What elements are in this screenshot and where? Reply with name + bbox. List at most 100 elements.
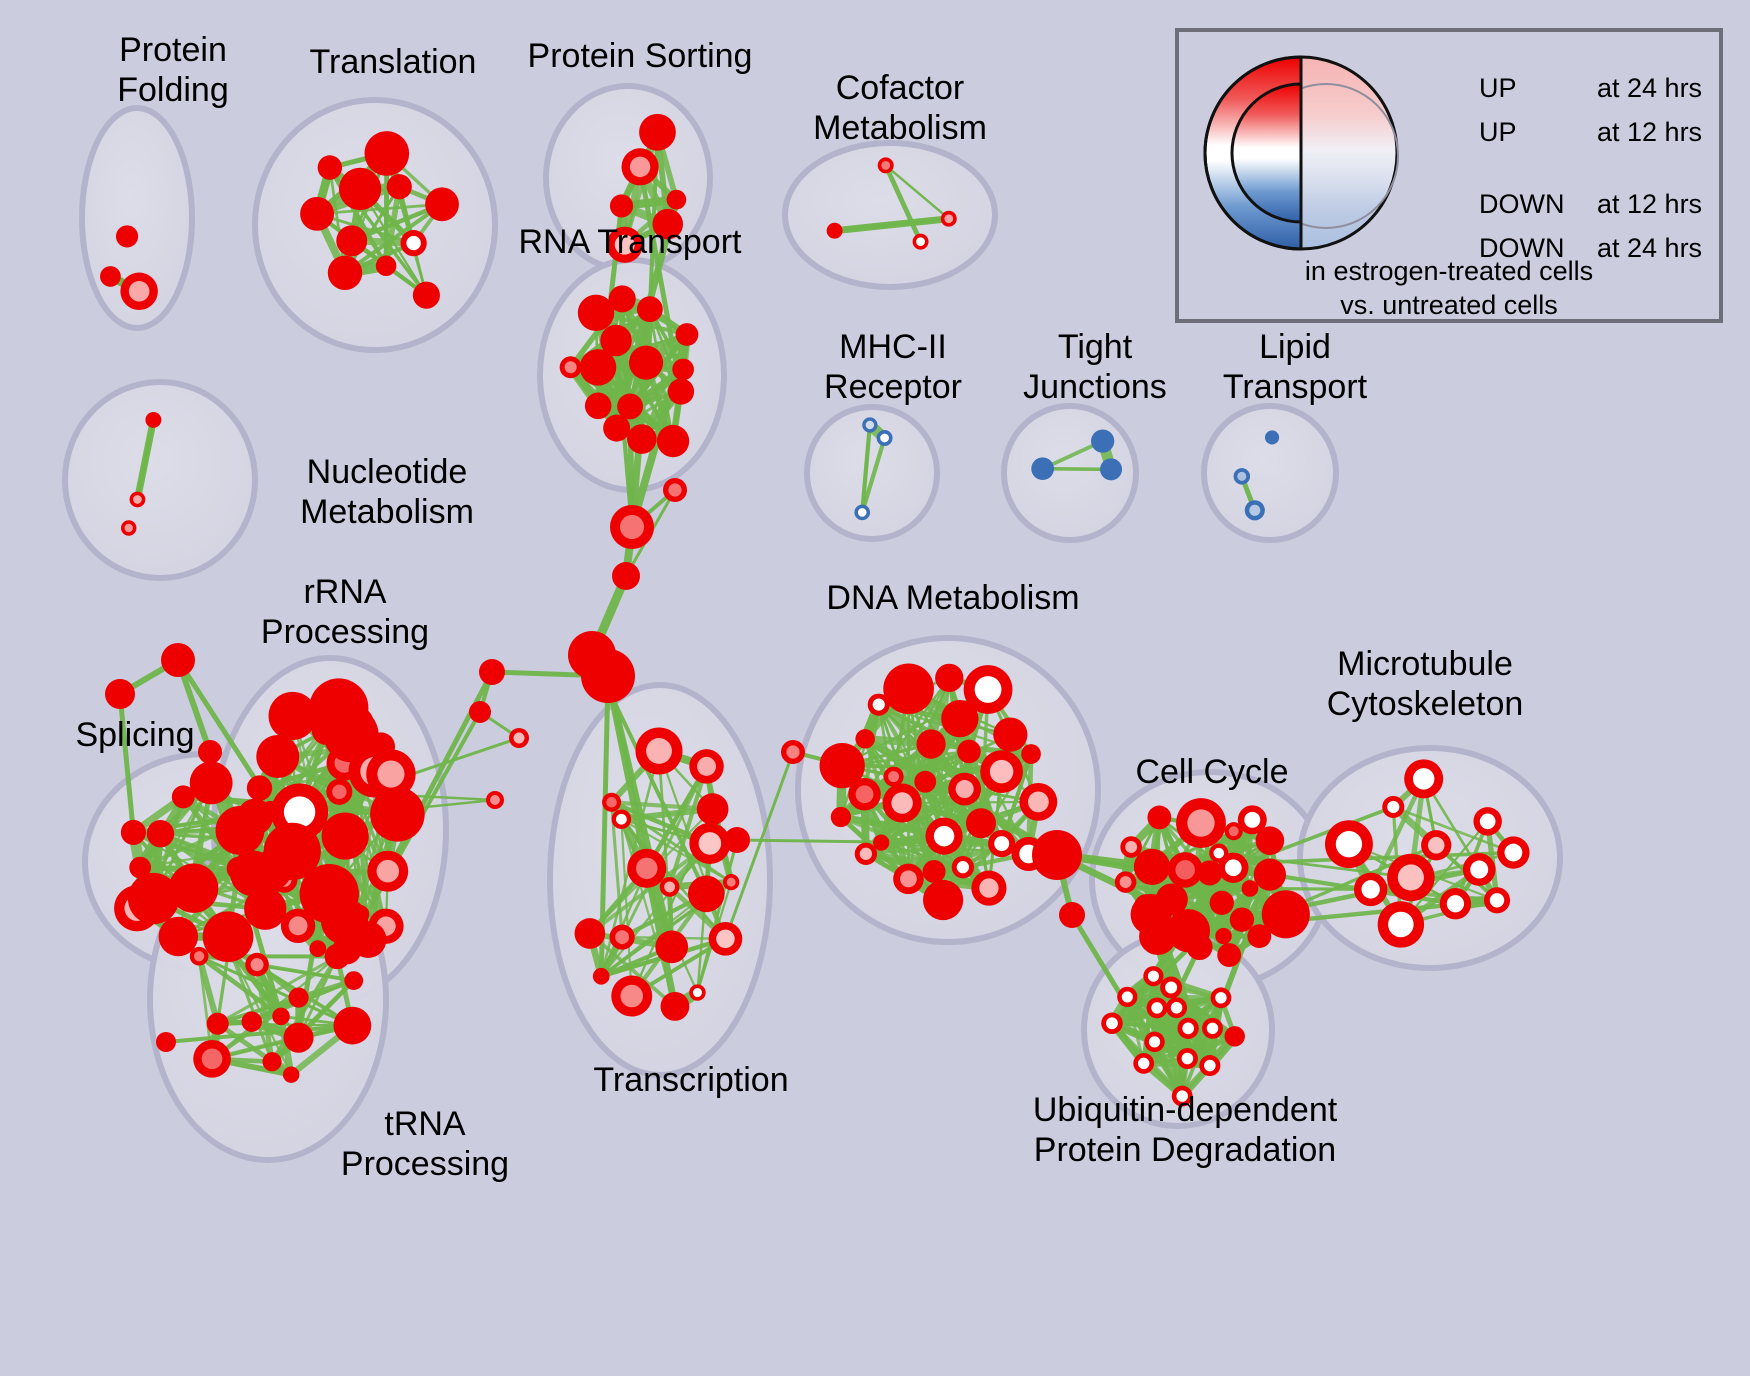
network-node [479,659,505,685]
legend-caption: in estrogen-treated cells vs. untreated … [1304,256,1594,321]
network-edge [605,673,675,950]
network-node [1166,997,1188,1019]
network-node [120,819,146,845]
network-edge [164,1023,355,1044]
network-node [1497,836,1530,869]
node-inner-disc-12hrs [1215,992,1227,1004]
network-edge [831,215,953,235]
node-outer-ring-24hrs [672,358,694,381]
network-node [848,778,881,811]
network-node [635,727,683,775]
node-outer-ring-24hrs [667,378,695,405]
node-outer-ring-24hrs [317,155,343,180]
network-node [1120,836,1142,858]
node-inner-disc-12hrs [880,433,889,443]
network-node [689,822,731,864]
node-outer-ring-24hrs [652,208,684,240]
node-outer-ring-24hrs [386,174,412,200]
network-node [1247,924,1272,949]
node-outer-ring-24hrs [826,222,843,239]
network-node [1059,902,1085,928]
node-inner-disc-12hrs [619,514,645,540]
network-node [129,491,146,508]
node-inner-disc-12hrs [332,784,347,799]
network-node [667,378,695,405]
network-node [914,770,937,793]
node-inner-disc-12hrs [1489,893,1505,908]
node-inner-disc-12hrs [1121,991,1133,1003]
network-node [1224,822,1243,841]
network-node [120,272,158,311]
network-node [1217,943,1242,968]
network-node [1117,986,1138,1008]
legend-direction: UP [1479,72,1517,103]
node-inner-disc-12hrs [1397,864,1424,891]
network-node [1404,759,1444,799]
network-node [189,761,233,805]
node-outer-ring-24hrs [1209,890,1234,915]
node-inner-disc-12hrs [1106,1017,1118,1030]
network-edge [1040,466,1113,472]
node-outer-ring-24hrs [1217,943,1242,968]
network-node [321,812,369,860]
network-node [957,739,981,764]
network-node [660,991,690,1021]
node-outer-ring-24hrs [1130,893,1172,936]
network-node [156,1032,176,1052]
node-inner-disc-12hrs [664,881,676,893]
node-outer-ring-24hrs [687,875,725,913]
node-inner-disc-12hrs [855,785,874,804]
network-node [873,834,890,851]
network-node [366,749,416,799]
network-edge [157,831,242,872]
node-outer-ring-24hrs [628,345,664,380]
node-inner-disc-12hrs [916,237,925,247]
network-node [883,766,904,787]
network-node [1209,890,1234,915]
network-node [256,734,300,778]
cluster-hull-lipid-transport [1201,403,1339,543]
network-node [168,863,219,913]
network-node [1264,430,1280,445]
network-node [288,987,309,1008]
node-outer-ring-24hrs [145,411,162,428]
node-outer-ring-24hrs [425,187,459,222]
node-outer-ring-24hrs [993,717,1028,752]
node-inner-disc-12hrs [128,280,150,302]
node-outer-ring-24hrs [479,659,505,685]
network-node [171,785,195,809]
legend-time: at 12 hrs [1597,188,1703,219]
network-node [333,1006,372,1045]
network-node [1167,852,1203,888]
node-inner-disc-12hrs [1479,813,1496,830]
network-node [621,148,659,186]
network-node [263,822,321,881]
network-node [161,643,195,677]
node-outer-ring-24hrs [338,167,382,211]
node-outer-ring-24hrs [288,987,309,1008]
network-node [830,806,852,828]
node-outer-ring-24hrs [1100,458,1123,481]
network-node [617,393,643,420]
network-node [262,1052,282,1072]
network-node [965,808,997,839]
network-edge [695,838,739,995]
network-node [609,194,634,218]
network-edge [723,750,795,941]
node-outer-ring-24hrs [1166,909,1211,953]
network-node [349,921,387,958]
network-node [980,750,1023,794]
network-node [948,772,982,806]
node-inner-disc-12hrs [614,234,635,255]
network-node [672,358,694,381]
node-outer-ring-24hrs [639,113,676,151]
network-node [876,429,893,446]
network-node [1439,888,1472,920]
network-node [1176,798,1226,848]
network-edge [269,978,356,1064]
network-node [1091,429,1115,453]
network-node [1143,966,1164,987]
node-outer-ring-24hrs [246,775,273,801]
network-node [245,952,269,977]
network-node [324,943,350,970]
